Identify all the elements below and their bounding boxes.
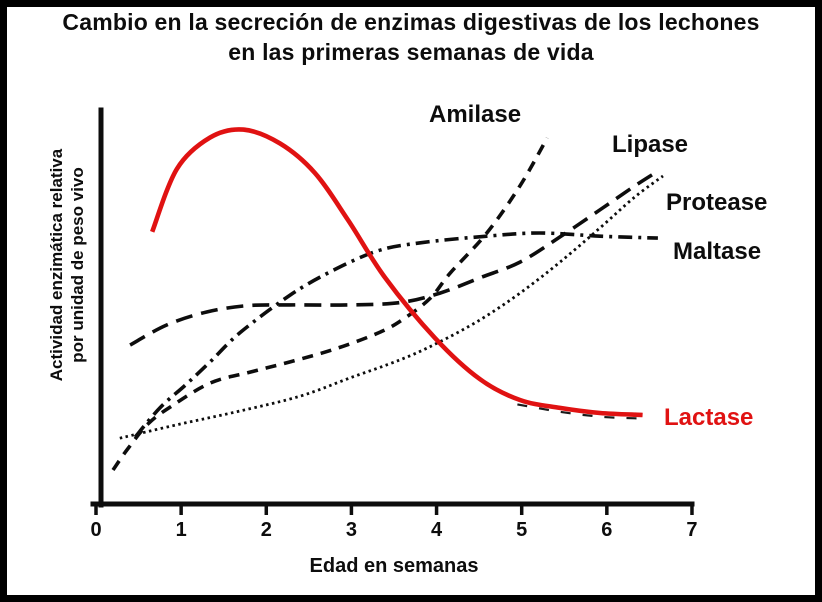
maltase-curve-label: Maltase bbox=[673, 238, 762, 265]
x-tick-label: 3 bbox=[346, 519, 357, 541]
chart-title-line-1: Cambio en la secreción de enzimas digest… bbox=[62, 9, 760, 35]
x-tick-label: 4 bbox=[431, 519, 443, 541]
lipase-curve bbox=[129, 168, 661, 347]
x-tick-label: 7 bbox=[686, 519, 697, 541]
protease-curve bbox=[119, 174, 664, 440]
chart-title: Cambio en la secreción de enzimas digest… bbox=[0, 7, 822, 67]
y-axis-label: Actividad enzimática relativa por unidad… bbox=[46, 115, 88, 415]
x-tick-label: 6 bbox=[601, 519, 612, 541]
amilase-curve-label: Amilase bbox=[429, 101, 522, 128]
maltase-curve bbox=[133, 231, 658, 439]
x-tick-label: 1 bbox=[176, 519, 187, 541]
x-axis-label: Edad en semanas bbox=[309, 555, 479, 577]
x-tick-label: 2 bbox=[261, 519, 272, 541]
lipase-curve-label: Lipase bbox=[612, 131, 689, 158]
lactase-curve-label: Lactase bbox=[664, 404, 754, 431]
y-axis-label-line-2: por unidad de peso vivo bbox=[68, 167, 87, 363]
y-axis-label-line-1: Actividad enzimática relativa bbox=[47, 148, 66, 382]
amilase-curve bbox=[111, 137, 549, 472]
x-tick-label: 0 bbox=[90, 519, 101, 541]
chart-title-line-2: en las primeras semanas de vida bbox=[228, 39, 594, 65]
protease-curve-label: Protease bbox=[666, 189, 768, 216]
lactase-curve bbox=[150, 127, 643, 418]
x-tick-label: 5 bbox=[516, 519, 527, 541]
